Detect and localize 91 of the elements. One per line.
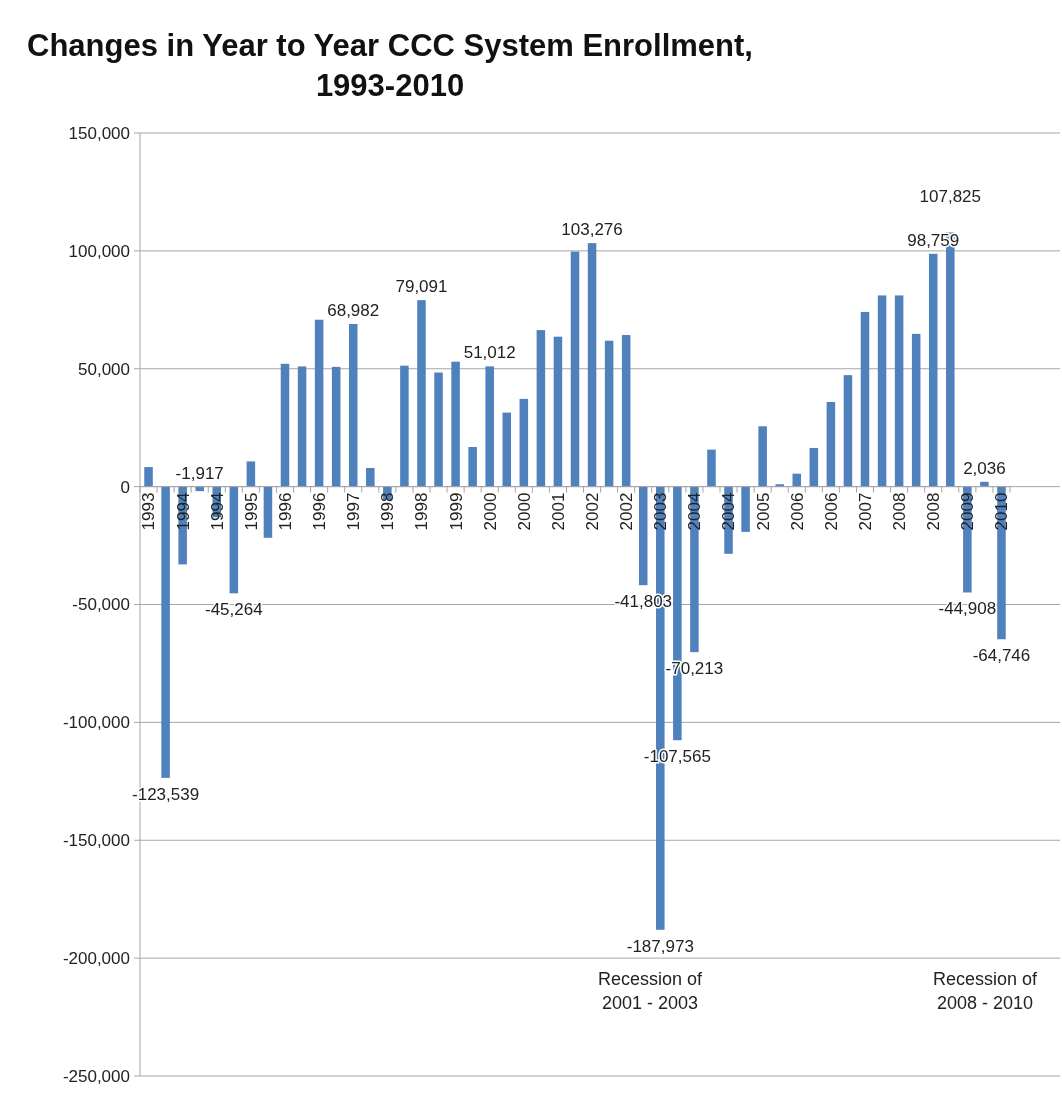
bar — [570, 251, 580, 487]
bar — [536, 330, 546, 487]
bar — [911, 333, 921, 487]
data-label: -45,264 — [204, 600, 263, 620]
y-tick-label: 0 — [120, 477, 130, 497]
bar — [263, 486, 273, 538]
x-tick-label: 2006 — [787, 492, 807, 531]
data-label: 107,825 — [919, 187, 982, 207]
x-tick-label: 2009 — [958, 492, 978, 531]
bar — [195, 486, 204, 492]
x-tick-label: 1996 — [275, 492, 295, 531]
bar — [246, 461, 256, 487]
chart-title: Changes in Year to Year CCC System Enrollment, 1993-2010 — [27, 28, 753, 103]
bar — [144, 467, 153, 487]
bar — [758, 426, 767, 487]
data-label: -44,908 — [938, 599, 997, 619]
x-tick-label: 1994 — [207, 492, 227, 531]
bar — [587, 243, 597, 487]
x-tick-label: 1998 — [412, 492, 432, 531]
y-tick-label: -150,000 — [62, 831, 130, 851]
data-label: -1,917 — [175, 463, 224, 483]
bar — [280, 363, 290, 487]
x-tick-label: 1994 — [173, 492, 193, 531]
x-tick-label: 2007 — [855, 492, 875, 531]
annotation: Recession of 2001 - 2003 — [597, 969, 704, 1013]
data-label: 68,982 — [327, 301, 380, 320]
bar — [826, 401, 836, 487]
data-label: -187,973 — [626, 936, 694, 956]
bar — [928, 253, 938, 487]
bar — [348, 324, 358, 487]
bar — [468, 447, 477, 487]
bar — [485, 366, 494, 487]
x-tick-label: 2002 — [583, 492, 603, 531]
data-label: 2,036 — [963, 458, 1006, 478]
y-tick-label: 100,000 — [68, 241, 130, 261]
data-label: -123,539 — [132, 784, 200, 804]
x-tick-label: 2004 — [685, 492, 705, 531]
x-tick-label: 1995 — [241, 492, 261, 531]
bar — [690, 486, 699, 653]
x-tick-label: 2006 — [821, 492, 841, 531]
x-tick-label: 2000 — [480, 492, 500, 531]
bar — [502, 412, 512, 487]
bar — [741, 486, 750, 532]
data-label: 79,091 — [395, 277, 448, 297]
x-tick-label: 2008 — [890, 492, 910, 531]
bar — [331, 366, 341, 487]
bar — [621, 335, 631, 487]
x-tick-label: 2004 — [719, 492, 739, 531]
bar — [297, 366, 307, 487]
y-tick-label: -250,000 — [62, 1066, 130, 1086]
x-tick-label: 2002 — [617, 492, 637, 531]
bar — [775, 484, 784, 487]
x-tick-label: 1998 — [378, 492, 398, 531]
bar — [553, 336, 563, 487]
bar — [314, 319, 324, 487]
bar — [161, 486, 170, 778]
x-tick-label: 1996 — [310, 492, 330, 531]
bar — [638, 486, 648, 586]
bar — [451, 361, 460, 487]
annotation: Recession of 2008 - 2010 — [932, 969, 1039, 1013]
x-tick-label: 2000 — [514, 492, 534, 531]
bar — [229, 486, 239, 594]
bar — [400, 365, 409, 487]
x-tick-label: 1999 — [446, 492, 466, 531]
x-tick-label: 1997 — [344, 492, 364, 531]
bar — [809, 447, 819, 487]
bar — [604, 340, 614, 487]
bar — [877, 295, 887, 487]
x-tick-label: 2001 — [548, 492, 568, 531]
bar — [843, 375, 853, 487]
y-tick-label: -50,000 — [72, 595, 130, 615]
y-tick-label: -100,000 — [62, 713, 130, 733]
bar — [860, 311, 870, 487]
bar — [417, 300, 426, 487]
bar — [997, 486, 1006, 640]
x-tick-label: 1993 — [139, 492, 159, 531]
y-tick-label: 150,000 — [68, 123, 130, 143]
bar — [434, 372, 443, 487]
x-tick-label: 2010 — [992, 492, 1012, 531]
bar — [519, 398, 529, 487]
x-tick-label: 2008 — [924, 492, 944, 531]
data-label: 51,012 — [463, 343, 516, 363]
y-tick-label: -200,000 — [62, 949, 130, 969]
bar — [366, 468, 375, 487]
data-label: -64,746 — [972, 646, 1031, 666]
y-tick-label: 50,000 — [78, 359, 130, 379]
bar — [707, 449, 716, 487]
x-tick-label: 2003 — [651, 492, 671, 531]
data-label: 103,276 — [561, 220, 623, 240]
x-tick-label: 2005 — [753, 492, 773, 531]
bar — [894, 295, 904, 487]
